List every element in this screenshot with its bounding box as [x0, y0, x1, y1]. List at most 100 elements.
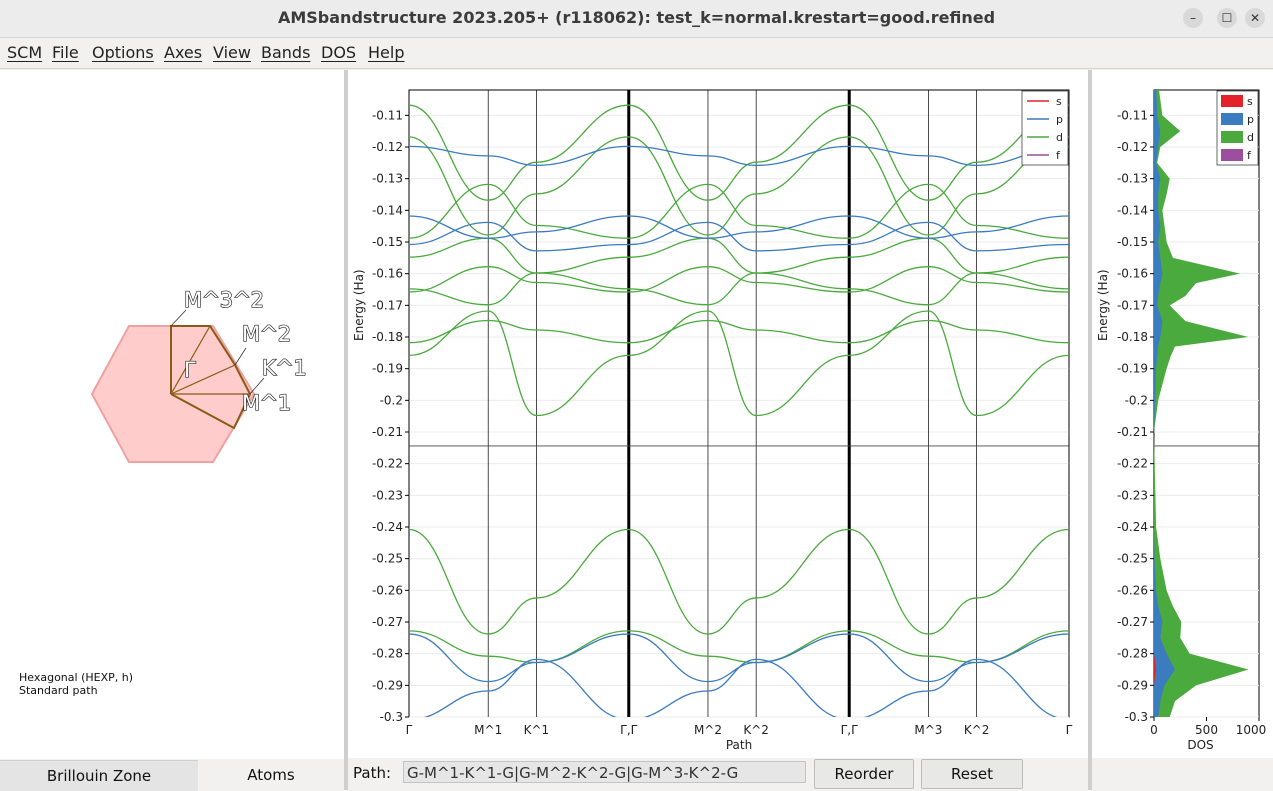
x-tick-label: K^2: [964, 723, 990, 737]
x-tick-label: Γ,Γ: [841, 723, 859, 737]
splitter[interactable]: [344, 70, 348, 790]
menu-axes[interactable]: Axes: [164, 43, 203, 62]
y-tick-label: -0.16: [1117, 267, 1148, 281]
lattice-type-label: Hexagonal (HEXP, h): [19, 671, 133, 684]
band-line-d: [409, 272, 1069, 306]
menu-options[interactable]: Options: [92, 43, 154, 62]
tab-brillouin-zone[interactable]: Brillouin Zone: [0, 760, 198, 791]
band-line-d: [409, 528, 1069, 635]
y-tick-label: -0.25: [1117, 552, 1148, 566]
band-structure-plot[interactable]: -0.11 -0.12 -0.13 -0.14 -0.15 -0.16 -0.17 -0.18…: [348, 70, 1088, 758]
dos-plot[interactable]: -0.11 -0.12 -0.13 -0.14 -0.15 -0.16 -0.17 -0.18…: [1092, 70, 1273, 758]
x-axis-label: Path: [726, 738, 752, 752]
menu-bands[interactable]: Bands: [261, 43, 311, 62]
y-tick-label: -0.13: [1117, 172, 1148, 186]
label-leader: [249, 377, 265, 395]
y-tick-label: -0.15: [372, 235, 403, 249]
reset-button[interactable]: Reset: [921, 759, 1023, 789]
band-line-p: [409, 221, 1069, 252]
menu-scm[interactable]: SCM: [7, 43, 43, 62]
y-tick-label: -0.22: [372, 457, 403, 471]
legend-label: f: [1056, 149, 1061, 162]
legend-label: s: [1056, 95, 1062, 108]
x-tick-label: K^2: [743, 723, 769, 737]
plot-area: [408, 89, 1070, 718]
legend-swatch-s: [1221, 95, 1243, 107]
minimize-button[interactable]: –: [1183, 8, 1203, 28]
path-input[interactable]: G-M^1-K^1-G|G-M^2-K^2-G|G-M^3-K^2-G: [403, 761, 806, 783]
band-line-d: [409, 237, 1069, 274]
y-tick-label: -0.28: [1117, 647, 1148, 661]
band-line-d: [409, 319, 1069, 344]
legend-swatch-f: [1221, 149, 1243, 161]
legend-label: p: [1056, 113, 1063, 126]
band-line-p: [423, 658, 1058, 717]
splitter[interactable]: [1088, 70, 1092, 790]
legend-box: [1021, 90, 1069, 166]
y-tick-label: -0.21: [372, 425, 403, 439]
y-tick-label: -0.27: [1117, 615, 1148, 629]
y-tick-label: -0.24: [372, 520, 403, 534]
label-leader: [234, 347, 247, 366]
y-tick-label: -0.23: [1117, 488, 1148, 502]
y-tick-label: -0.17: [372, 298, 403, 312]
dos-area-p: [1154, 90, 1175, 717]
y-tick-label: -0.28: [372, 647, 403, 661]
brillouin-zone-view[interactable]: M^3^2 M^2 Γ K^1 M^1 Hexagonal (HEXP, h) …: [0, 70, 344, 759]
y-tick-label: -0.17: [1117, 298, 1148, 312]
brillouin-zone-panel[interactable]: M^3^2 M^2 Γ K^1 M^1 Hexagonal (HEXP, h) …: [0, 70, 344, 759]
band-line-d: [409, 266, 1069, 293]
y-tick-label: -0.2: [380, 393, 403, 407]
menu-view[interactable]: View: [213, 43, 251, 62]
y-tick-label: -0.16: [372, 267, 403, 281]
x-axis-label: DOS: [1187, 738, 1213, 752]
menu-dos[interactable]: DOS: [321, 43, 357, 62]
y-tick-label: -0.26: [1117, 583, 1148, 597]
label-leader: [170, 309, 187, 327]
dos-panel[interactable]: -0.11 -0.12 -0.13 -0.14 -0.15 -0.16 -0.17 -0.18…: [1092, 70, 1273, 758]
x-tick-label: 500: [1195, 723, 1218, 737]
legend-label: d: [1056, 131, 1063, 144]
y-tick-label: -0.14: [372, 203, 403, 217]
kpath-line: [170, 364, 236, 395]
y-tick-label: -0.22: [1117, 457, 1148, 471]
band-line-p: [409, 633, 1069, 683]
y-tick-label: -0.19: [372, 362, 403, 376]
y-tick-label: -0.25: [372, 552, 403, 566]
legend-label: f: [1247, 149, 1252, 162]
y-axis-label: Energy (Ha): [352, 269, 366, 341]
x-tick-label: Γ: [1066, 723, 1073, 737]
bz-point-label: M^3^2: [184, 288, 264, 312]
band-lines: [409, 104, 1069, 717]
legend-label: d: [1247, 131, 1254, 144]
dos-areas: [1154, 90, 1249, 717]
x-tick-label: M^3: [914, 723, 942, 737]
legend-label: s: [1247, 95, 1253, 108]
legend-swatch-d: [1221, 131, 1243, 143]
tab-atoms[interactable]: Atoms: [199, 760, 343, 790]
y-tick-label: -0.13: [372, 172, 403, 186]
y-tick-label: -0.26: [372, 583, 403, 597]
x-tick-label: M^2: [694, 723, 722, 737]
reorder-button[interactable]: Reorder: [814, 759, 914, 789]
bz-point-label: M^1: [242, 391, 291, 415]
y-tick-label: -0.29: [1117, 678, 1148, 692]
y-tick-label: -0.18: [1117, 330, 1148, 344]
x-tick-label: Γ,Γ: [620, 723, 638, 737]
path-label: Path:: [353, 764, 392, 782]
y-tick-label: -0.14: [1117, 203, 1148, 217]
y-tick-label: -0.12: [372, 140, 403, 154]
menu-help[interactable]: Help: [368, 43, 405, 62]
menu-file[interactable]: File: [52, 43, 79, 62]
maximize-button[interactable]: ☐: [1217, 8, 1237, 28]
y-tick-label: -0.3: [1125, 710, 1148, 724]
close-button[interactable]: ✕: [1245, 8, 1265, 28]
y-tick-label: -0.27: [372, 615, 403, 629]
kpath-line: [170, 325, 211, 395]
x-tick-label: 0: [1150, 723, 1158, 737]
bz-point-label: M^2: [242, 322, 291, 346]
band-line-d: [409, 183, 1069, 239]
band-line-p: [409, 215, 1069, 239]
window-title: AMSbandstructure 2023.205+ (r118062): te…: [277, 8, 996, 27]
band-structure-panel[interactable]: -0.11 -0.12 -0.13 -0.14 -0.15 -0.16 -0.17 -0.18…: [348, 70, 1088, 758]
